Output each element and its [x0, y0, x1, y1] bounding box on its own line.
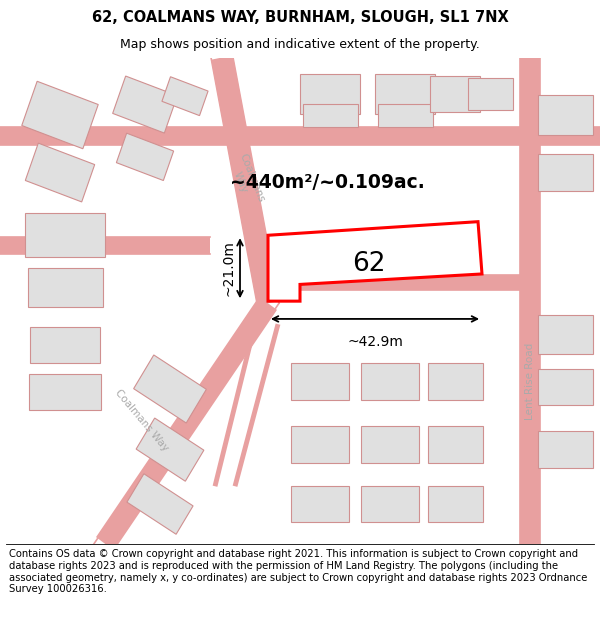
Polygon shape: [25, 143, 95, 202]
Text: Contains OS data © Crown copyright and database right 2021. This information is : Contains OS data © Crown copyright and d…: [9, 549, 587, 594]
Polygon shape: [300, 74, 360, 114]
Polygon shape: [291, 486, 349, 522]
Polygon shape: [211, 55, 279, 306]
Polygon shape: [116, 133, 173, 181]
Text: ~440m²/~0.109ac.: ~440m²/~0.109ac.: [230, 174, 425, 192]
Polygon shape: [427, 426, 482, 462]
Text: 62: 62: [353, 251, 386, 278]
Polygon shape: [162, 77, 208, 116]
Polygon shape: [538, 431, 593, 468]
Polygon shape: [538, 154, 593, 191]
Text: 62, COALMANS WAY, BURNHAM, SLOUGH, SL1 7NX: 62, COALMANS WAY, BURNHAM, SLOUGH, SL1 7…: [92, 10, 508, 25]
Text: Coalmans
Way: Coalmans Way: [226, 152, 266, 208]
Polygon shape: [430, 76, 480, 112]
Polygon shape: [0, 238, 210, 254]
Polygon shape: [377, 104, 433, 126]
Polygon shape: [127, 474, 193, 534]
Text: Map shows position and indicative extent of the property.: Map shows position and indicative extent…: [120, 38, 480, 51]
Polygon shape: [427, 486, 482, 522]
Polygon shape: [538, 315, 593, 354]
Polygon shape: [538, 95, 593, 135]
Text: ~21.0m: ~21.0m: [221, 240, 235, 296]
Polygon shape: [361, 486, 419, 522]
Polygon shape: [268, 222, 482, 301]
Polygon shape: [268, 275, 520, 289]
Polygon shape: [538, 369, 593, 405]
Polygon shape: [29, 374, 101, 411]
Polygon shape: [467, 78, 512, 110]
Polygon shape: [25, 213, 105, 258]
Polygon shape: [96, 297, 277, 551]
Polygon shape: [28, 268, 103, 308]
Polygon shape: [361, 426, 419, 462]
Polygon shape: [291, 363, 349, 400]
Polygon shape: [291, 426, 349, 462]
Polygon shape: [520, 58, 540, 544]
Polygon shape: [136, 418, 204, 481]
Text: ~42.9m: ~42.9m: [347, 334, 403, 349]
Polygon shape: [375, 74, 435, 114]
Polygon shape: [30, 327, 100, 363]
Polygon shape: [134, 355, 206, 423]
Text: Lent Rise Road: Lent Rise Road: [525, 343, 535, 420]
Polygon shape: [427, 363, 482, 400]
Text: Coalmans Way: Coalmans Way: [113, 388, 170, 453]
Polygon shape: [22, 81, 98, 149]
Polygon shape: [361, 363, 419, 400]
Polygon shape: [0, 126, 600, 146]
Polygon shape: [302, 104, 358, 126]
Polygon shape: [113, 76, 178, 133]
